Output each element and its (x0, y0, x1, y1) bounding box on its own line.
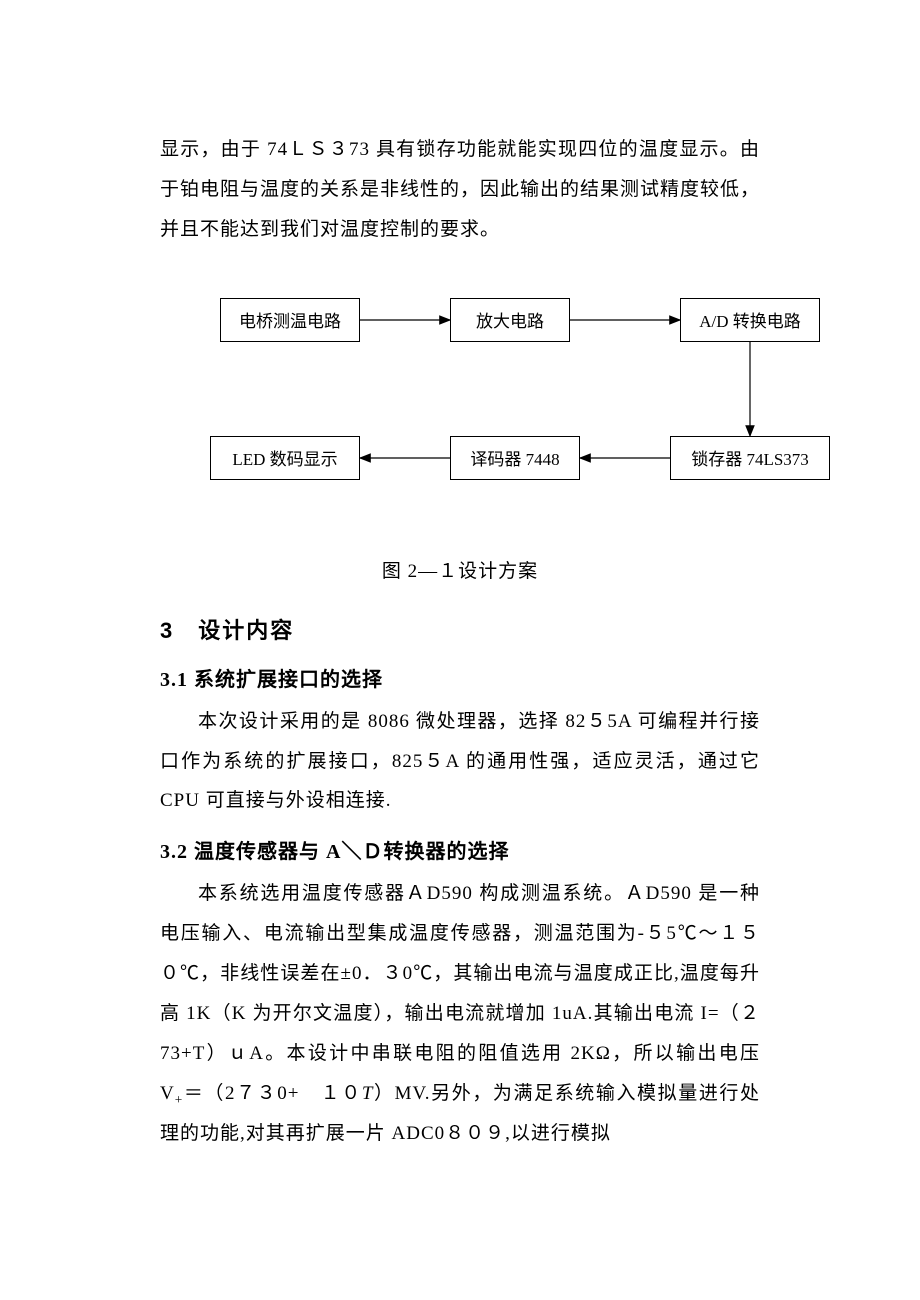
node-amplifier: 放大电路 (450, 298, 570, 342)
node-latch-74ls373: 锁存器 74LS373 (670, 436, 830, 480)
heading-section-3: 3 设计内容 (160, 613, 760, 645)
figure-caption: 图 2—１设计方案 (160, 556, 760, 583)
paragraph-3-1: 本次设计采用的是 8086 微处理器，选择 82５5A 可编程并行接口作为系统的… (160, 702, 760, 822)
italic-T: T (362, 1083, 374, 1104)
flowchart-diagram: 电桥测温电路 放大电路 A/D 转换电路 LED 数码显示 译码器 7448 锁… (160, 278, 840, 538)
intro-paragraph: 显示，由于 74ＬＳ３73 具有锁存功能就能实现四位的温度显示。由于铂电阻与温度… (160, 130, 760, 250)
para-3-2-part-a: 本系统选用温度传感器ＡD590 构成测温系统。ＡD590 是一种电压输入、电流输… (160, 883, 760, 1103)
paragraph-3-2: 本系统选用温度传感器ＡD590 构成测温系统。ＡD590 是一种电压输入、电流输… (160, 874, 760, 1153)
node-bridge-circuit: 电桥测温电路 (220, 298, 360, 342)
subscript-plus: + (175, 1092, 184, 1107)
para-3-2-part-b: ＝（2７３0+ １０ (183, 1083, 362, 1104)
node-decoder-7448: 译码器 7448 (450, 436, 580, 480)
heading-3-2: 3.2 温度传感器与 A＼Ｄ转换器的选择 (160, 835, 760, 864)
node-led-display: LED 数码显示 (210, 436, 360, 480)
heading-3-1: 3.1 系统扩展接口的选择 (160, 663, 760, 692)
node-adc-circuit: A/D 转换电路 (680, 298, 820, 342)
